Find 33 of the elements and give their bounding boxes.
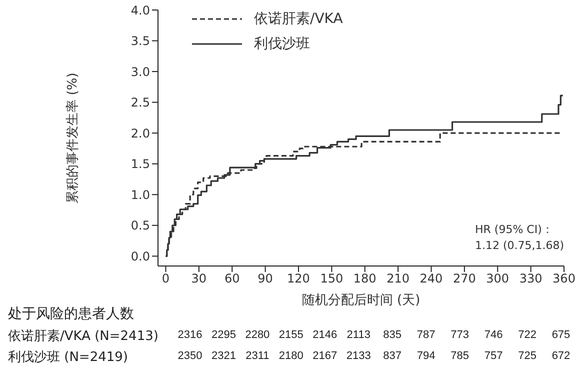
x-tick-label: 60: [224, 272, 240, 286]
y-tick-label: 3.5: [130, 34, 150, 48]
legend-label: 依诺肝素/VKA: [254, 10, 343, 28]
y-tick-label: 2.0: [130, 126, 150, 140]
x-tick-label: 0: [162, 272, 170, 286]
x-axis-title: 随机分配后时间 (天): [302, 293, 420, 308]
annotation: 1.12 (0.75,1.68): [475, 238, 564, 254]
text: 利伐沙班 (N=2419): [8, 349, 128, 366]
y-tick-label: 0.0: [130, 249, 150, 264]
x-tick-label: 90: [258, 272, 273, 286]
text: 处于风险的患者人数: [8, 305, 134, 323]
x-tick-label: 330: [519, 272, 542, 286]
annotation: HR (95% CI)：: [475, 222, 554, 238]
x-tick-label: 150: [320, 272, 344, 286]
x-tick-label: 300: [486, 272, 510, 286]
x-tick-label: 210: [386, 272, 410, 286]
x-tick-label: 360: [552, 272, 576, 286]
x-tick-label: 240: [420, 272, 443, 286]
text: 2316 2295 2280 2155 2146 2113 835 787 773 746 722 675: [178, 329, 570, 341]
y-tick-label: 1.0: [130, 188, 150, 202]
y-tick-label: 4.0: [130, 3, 150, 18]
x-tick-label: 180: [353, 272, 376, 286]
y-axis-title: 累积的事件发生率 (%): [64, 72, 81, 204]
y-tick-label: 1.5: [130, 157, 150, 172]
x-tick-label: 270: [452, 272, 476, 286]
y-tick-label: 2.5: [130, 96, 150, 110]
x-tick-label: 30: [191, 272, 207, 286]
x-tick-label: 120: [287, 272, 310, 286]
y-tick-label: 3.0: [130, 64, 150, 79]
legend-label: 利伐沙班: [254, 34, 310, 52]
y-tick-label: 0.5: [130, 218, 150, 233]
text: 依诺肝素/VKA (N=2413): [8, 328, 158, 345]
text: 2350 2321 2311 2180 2167 2133 837 794 785 757 725 672: [178, 350, 570, 362]
